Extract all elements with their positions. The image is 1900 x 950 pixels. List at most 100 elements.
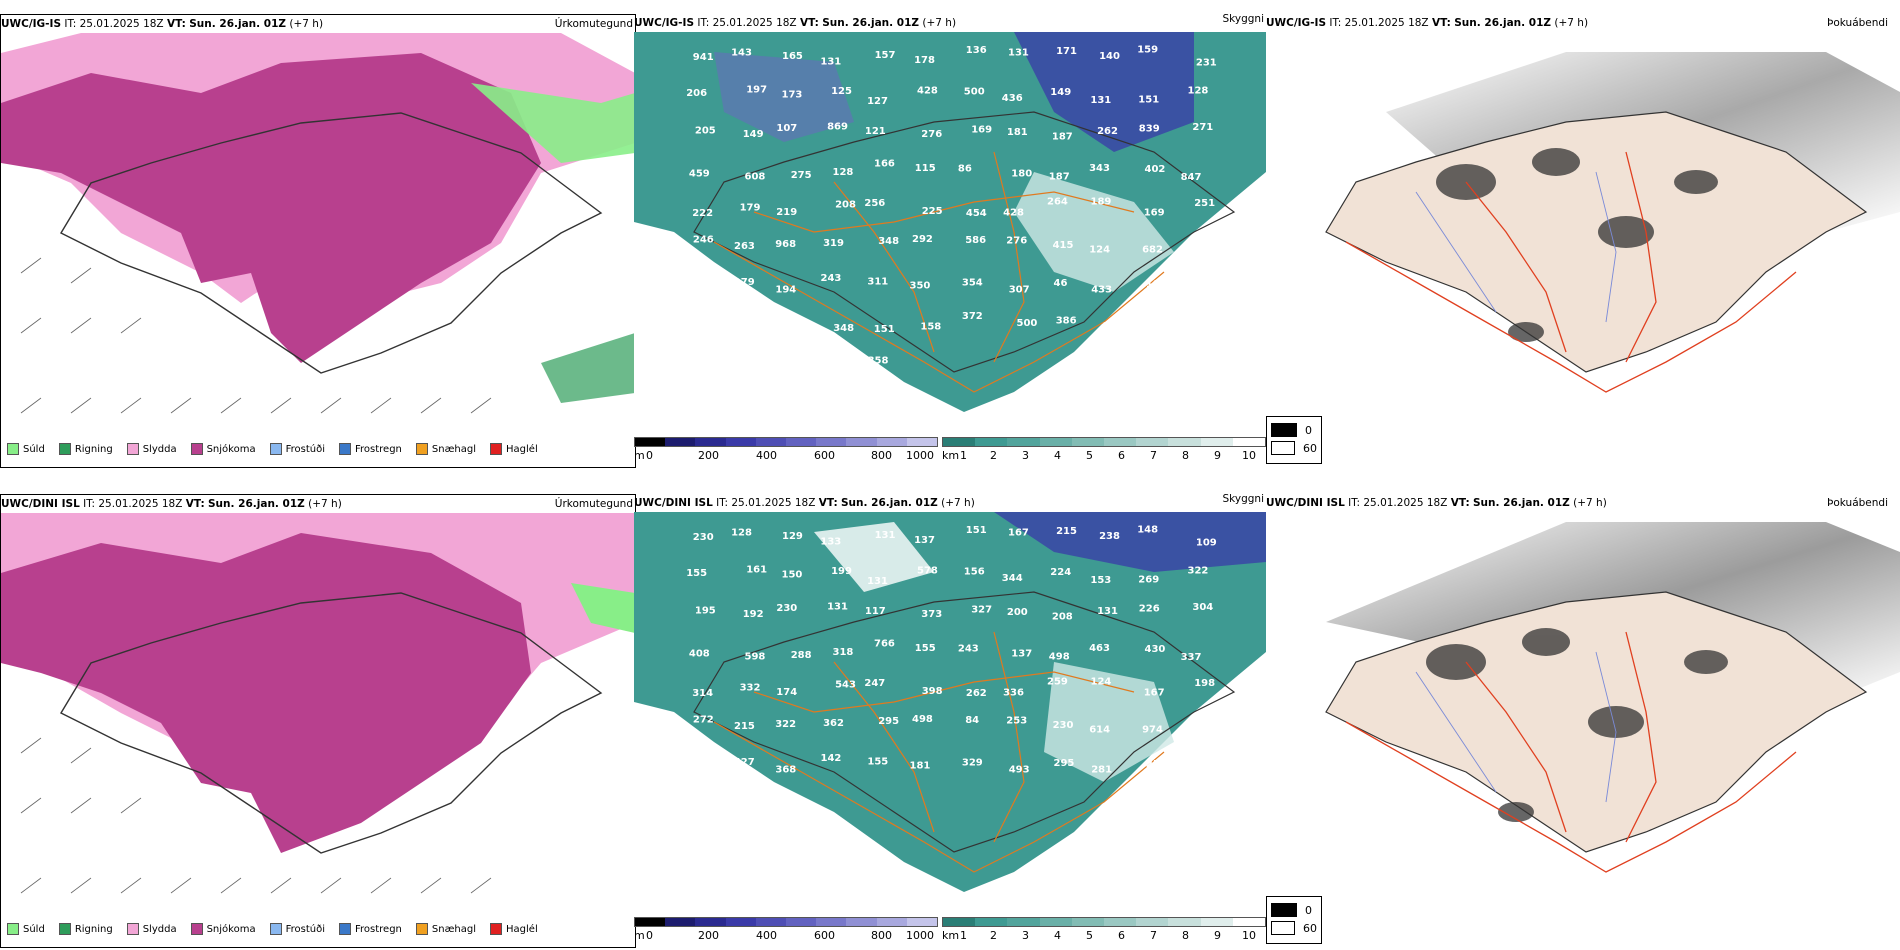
visibility-value-label: 181 [1007,127,1028,138]
visibility-value-label: 269 [1138,574,1159,585]
visibility-value-label: 128 [731,527,752,538]
legend-item: Haglél [490,923,538,935]
vis-km-tick: 1 [960,929,967,942]
visibility-value-label: 238 [1099,531,1120,542]
visibility-value-label: 224 [1050,567,1071,578]
visibility-value-label: 169 [1144,208,1165,219]
it-value: 25.01.2025 18Z [1363,497,1448,509]
visibility-value-label: 181 [910,760,931,771]
legend-item: Frostregn [339,443,402,455]
visibility-value-label: 84 [737,362,751,373]
model-name: UWC/DINI ISL [1,498,80,510]
vis-km-unit: km [942,929,960,942]
visibility-value-label: 150 [782,570,803,581]
visibility-value-label: 276 [1006,236,1027,247]
fog-panel-top: UWC/IG-IS IT: 25.01.2025 18Z VT: Sun. 26… [1266,14,1900,466]
visibility-value-label: 143 [831,350,852,361]
precip-legend-top: Súld Rigning Slydda Snjókoma Frostúði Fr… [7,443,546,455]
legend-item: Frostregn [339,923,402,935]
visibility-value-label: 262 [1097,126,1118,137]
visibility-value-label: 586 [965,235,986,246]
vis-m-tick: 600 [814,929,835,942]
visibility-value-label: 498 [912,714,933,725]
vis-km-tick: 9 [1214,449,1221,462]
visibility-value-label: 128 [833,167,854,178]
vis-km-tick: 6 [1118,449,1125,462]
visibility-value-label: 329 [962,757,983,768]
lead-time: (+7 h) [922,17,957,29]
fog-map-top [1266,32,1900,440]
visibility-value-label: 322 [1188,565,1209,576]
vis-m-unit: m [634,449,645,462]
visibility-value-label: 311 [867,276,888,287]
visibility-value-label: 158 [920,322,941,333]
it-value: 25.01.2025 18Z [79,18,164,30]
legend-item: Slydda [126,443,177,455]
visibility-value-label: 180 [1011,168,1032,179]
visibility-value-label: 189 [1091,196,1112,207]
visibility-header-top: UWC/IG-IS IT: 25.01.2025 18Z VT: Sun. 26… [634,14,1266,32]
visibility-value-label: 272 [693,715,714,726]
visibility-value-label: 500 [1017,318,1038,329]
legend-label: Slydda [142,443,177,455]
legend-swatch [126,923,139,935]
visibility-value-label: 295 [878,716,899,727]
legend-label: Súld [23,923,45,935]
vt-label: VT: [1431,17,1451,29]
fog-key-swatch-light [1271,921,1295,935]
visibility-value-label: 131 [827,601,848,612]
visibility-value-label: 941 [693,52,714,63]
vis-km-tick: 7 [1150,449,1157,462]
vis-m-tick: 1000 [906,449,934,462]
legend-item: Rigning [58,443,113,455]
visibility-value-label: 215 [734,721,755,732]
visibility-value-label: 46 [1054,278,1068,289]
visibility-value-label: 337 [1181,652,1202,663]
visibility-value-label: 187 [1052,132,1073,143]
fog-key-low: 60 [1303,921,1317,935]
visibility-value-label: 333 [1185,247,1206,258]
legend-label: Frostregn [355,443,402,455]
visibility-header-bottom: UWC/DINI ISL IT: 25.01.2025 18Z VT: Sun.… [634,494,1266,512]
visibility-value-label: 578 [917,565,938,576]
visibility-value-label: 124 [1091,676,1112,687]
visibility-value-label: 128 [1188,85,1209,96]
legend-label: Haglél [506,443,538,455]
legend-label: Rigning [74,923,113,935]
legend-swatch [58,923,71,935]
legend-label: Snæhagl [431,443,477,455]
it-value: 25.01.2025 18Z [1344,17,1429,29]
visibility-value-label: 968 [775,239,796,250]
precip-map-top [1,33,635,441]
legend-item: Frostúði [269,923,325,935]
visibility-value-label: 386 [1056,316,1077,327]
legend-swatch [339,443,351,455]
visibility-value-label: 84 [965,715,979,726]
visibility-value-label: 246 [1195,762,1216,773]
visibility-value-label: 427 [734,757,755,768]
vis-m-tick: 200 [698,449,719,462]
visibility-value-label: 219 [776,207,797,218]
precip-panel-top: UWC/IG-IS IT: 25.01.2025 18Z VT: Sun. 26… [0,14,636,468]
visibility-value-label: 133 [820,536,841,547]
fog-key-swatch-dark [1271,903,1297,917]
visibility-value-label: 402 [1145,164,1166,175]
visibility-value-label: 199 [831,566,852,577]
visibility-value-label: 327 [971,605,992,616]
visibility-value-label: 195 [695,606,716,617]
model-name: UWC/IG-IS [1,18,62,30]
vis-km-unit: km [942,449,960,462]
fog-key-swatch-light [1271,441,1295,455]
legend-label: Slydda [142,923,177,935]
visibility-value-label: 428 [917,85,938,96]
lead-time: (+7 h) [1554,17,1589,29]
legend-swatch [415,923,428,935]
it-value: 25.01.2025 18Z [731,497,816,509]
legend-swatch [269,443,282,455]
visibility-value-label: 166 [874,158,895,169]
visibility-value-label: 847 [1181,172,1202,183]
visibility-value-label: 500 [964,87,985,98]
visibility-value-label: 230 [1053,720,1074,731]
it-label: IT: [83,498,96,510]
legend-swatch [415,443,428,455]
